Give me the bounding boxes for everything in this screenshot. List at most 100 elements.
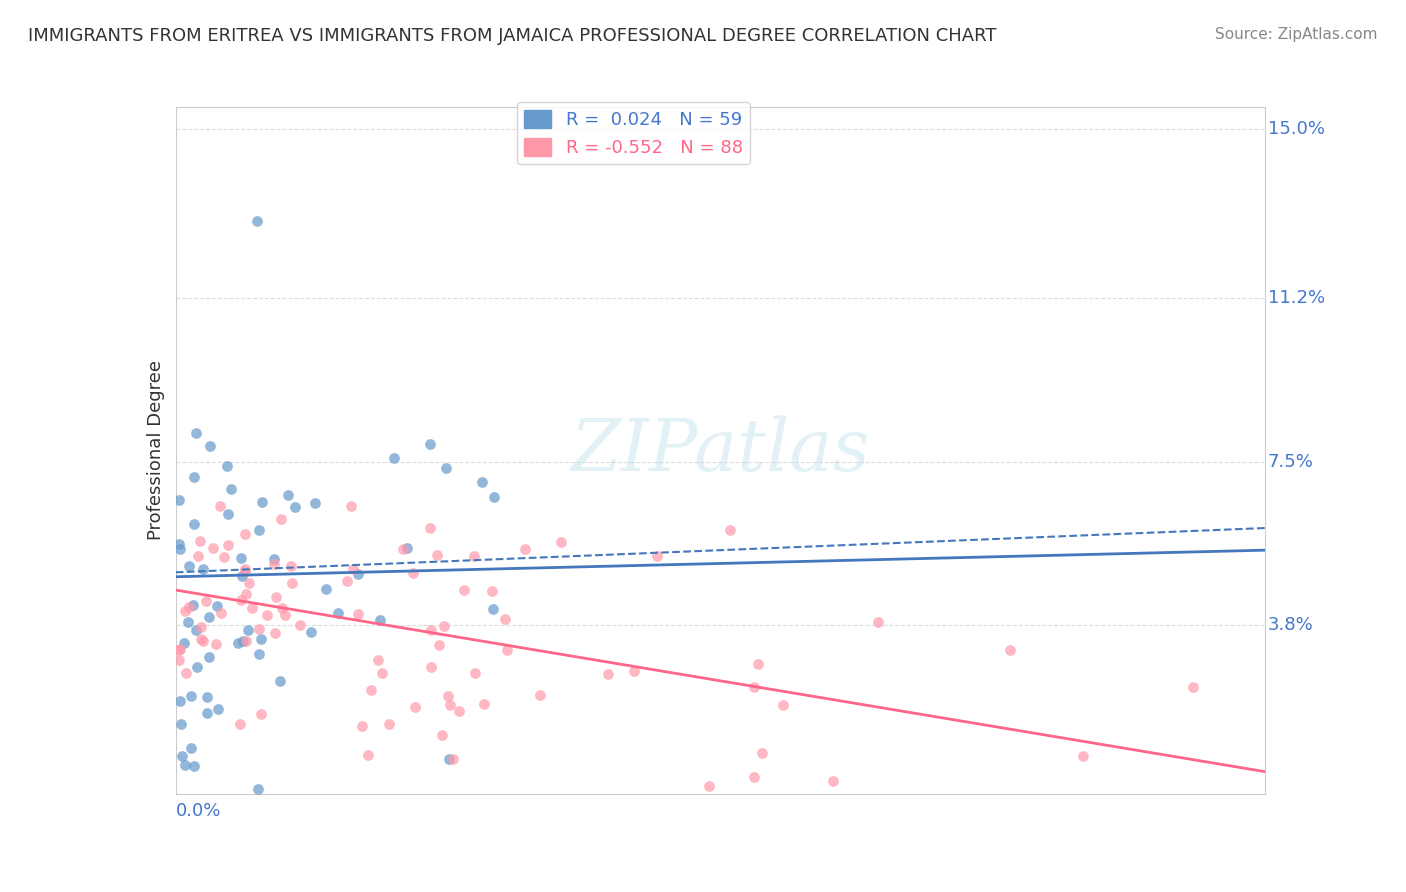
Point [235,633,257,648]
Point [823,773,845,788]
Point [437,752,460,766]
Point [246,214,269,228]
Point [170,717,193,731]
Point [191,634,214,648]
Point [176,615,198,630]
Text: 15.0%: 15.0% [1268,120,1324,138]
Point [187,549,209,563]
Point [204,637,226,651]
Point [280,559,302,574]
Point [184,624,207,638]
Point [392,542,415,557]
Point [441,752,464,766]
Point [496,643,519,657]
Point [368,613,391,627]
Point [197,610,219,624]
Point [183,469,205,483]
Point [420,623,443,637]
Point [747,657,769,671]
Text: 11.2%: 11.2% [1268,289,1324,307]
Point [174,604,197,618]
Point [434,461,457,475]
Point [219,482,242,496]
Point [180,740,202,755]
Point [231,551,253,566]
Point [463,549,485,563]
Point [288,618,311,632]
Point [209,499,232,513]
Point [370,666,392,681]
Point [426,549,449,563]
Point [264,626,287,640]
Point [356,747,378,762]
Point [170,749,193,764]
Point [281,576,304,591]
Text: 3.8%: 3.8% [1268,616,1313,634]
Point [439,698,461,712]
Point [402,566,425,580]
Point [183,516,205,531]
Point [250,706,273,721]
Point [190,620,212,634]
Point [249,632,271,646]
Point [277,488,299,502]
Point [270,512,292,526]
Point [180,689,202,703]
Point [419,436,441,450]
Point [274,608,297,623]
Point [378,717,401,731]
Point [299,625,322,640]
Point [697,779,720,793]
Point [464,665,486,680]
Point [471,475,494,489]
Point [169,643,191,657]
Point [214,549,236,564]
Point [207,702,229,716]
Point [233,526,256,541]
Point [232,634,254,648]
Point [481,584,503,599]
Point [449,704,471,718]
Point [396,541,419,555]
Point [240,601,263,615]
Point [645,549,668,563]
Point [229,593,252,607]
Point [247,782,270,797]
Point [235,587,257,601]
Point [433,619,456,633]
Point [432,728,454,742]
Point [360,683,382,698]
Point [229,717,252,731]
Y-axis label: Professional Degree: Professional Degree [146,360,165,541]
Point [190,632,212,646]
Point [181,599,204,613]
Point [169,493,191,508]
Point [529,688,551,702]
Point [195,593,218,607]
Point [998,642,1021,657]
Point [304,496,326,510]
Point [513,542,536,557]
Point [1071,749,1094,764]
Point [169,652,191,666]
Point [184,425,207,440]
Point [231,569,253,583]
Point [751,746,773,760]
Point [350,719,373,733]
Point [336,574,359,589]
Point [195,690,218,705]
Point [209,607,232,621]
Point [233,564,256,578]
Point [419,660,441,674]
Point [202,541,225,555]
Point [482,490,505,504]
Point [437,690,460,704]
Point [238,575,260,590]
Point [866,615,889,629]
Point [179,599,201,614]
Point [623,665,645,679]
Point [270,600,292,615]
Point [217,538,239,552]
Point [269,673,291,688]
Point [718,523,741,537]
